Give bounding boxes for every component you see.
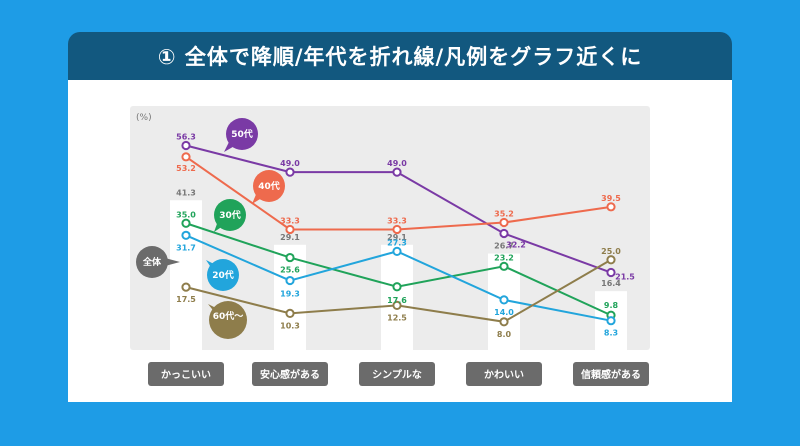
series-3-point-4 [606,316,616,326]
series-2-value-label-4: 9.8 [604,301,619,310]
bar-label-group: 41.3 29.1 29.1 26.7 16.4 [176,188,621,288]
series-4-value-label-0: 17.5 [176,295,196,304]
callout-bubble-2 [214,199,246,231]
series-4-value-label-2: 12.5 [387,313,407,322]
legend-label-1: 40代 [258,180,280,192]
x-tick-box-1 [252,362,328,386]
series-3-value-label-4: 8.3 [604,329,618,338]
series-4-value-label-3: 8.0 [497,330,512,339]
series-0-point-3 [499,228,509,239]
callout-bubble-5 [136,246,168,278]
series-1-value-label-1: 33.3 [280,216,300,225]
bar-2 [381,244,413,350]
series-2-value-label-2: 17.6 [387,296,407,305]
legend-callout-group: 50代 40代 30代 20代 60代～ 全体 [136,118,285,339]
series-3-value-label-2: 27.3 [387,238,407,247]
series-2-value-label-3: 23.2 [494,253,514,262]
series-4-point-3 [499,317,509,327]
chart-svg: (%) 41.3 29.1 29.1 26.7 16.4 56.3 49.0 49.0 32.… [130,106,650,386]
legend-label-2: 30代 [219,209,241,221]
series-4-value-label-1: 10.3 [280,321,300,330]
series-1-point-2 [392,224,402,235]
series-2-point-1 [285,252,295,263]
legend-label-5: 全体 [142,256,162,268]
point-label-group: 56.3 49.0 49.0 32.2 21.5 53.2 33.3 33.3 35.2 39.5… [176,133,635,339]
bar-value-label-0: 41.3 [176,188,196,197]
legend-label-0: 50代 [231,128,253,140]
callout-bubble-1 [253,170,285,202]
bar-1 [274,244,306,350]
series-2-point-3 [499,261,509,271]
y-unit-label: (%) [136,113,152,123]
series-0-point-4 [606,267,616,278]
legend-label-3: 20代 [212,269,234,281]
series-3-point-3 [499,295,509,305]
x-tick-label-4: 信頼感がある [581,368,641,381]
x-tick-group: かっこいい 安心感がある シンプルな かわいい 信頼感がある [148,362,649,386]
series-4-value-label-4: 25.0 [601,247,621,256]
chart-title: ① 全体で降順/年代を折れ線/凡例をグラフ近くに [157,45,643,69]
chart-panel: (%) 41.3 29.1 29.1 26.7 16.4 56.3 49.0 49.0 32.… [68,80,732,402]
series-4-point-0 [181,282,191,292]
series-0-value-label-2: 49.0 [387,159,407,168]
series-0-value-label-4: 21.5 [615,273,635,282]
callout-tail-5 [165,258,180,266]
series-1-value-label-0: 53.2 [176,164,196,173]
series-0-point-0 [181,140,191,151]
series-0-point-1 [285,167,295,177]
series-4-point-1 [285,308,295,319]
series-3-value-label-3: 14.0 [494,308,514,317]
bar-value-label-4: 16.4 [601,279,621,288]
x-tick-label-3: かわいい [484,369,524,381]
series-3-point-2 [392,246,402,256]
series-3-value-label-1: 19.3 [280,290,300,299]
bar-value-label-1: 29.1 [280,233,300,242]
x-tick-label-2: シンプルな [372,368,422,381]
series-0-value-label-0: 56.3 [176,133,196,142]
point-group [181,140,616,327]
series-3-value-label-0: 31.7 [176,243,196,252]
callout-bubble-4 [209,301,247,339]
callout-bubble-0 [226,118,258,150]
bar-group [170,200,627,350]
series-1-point-0 [181,152,191,162]
series-0-point-2 [392,167,402,177]
series-4-point-2 [392,300,402,310]
x-tick-box-0 [148,362,224,386]
series-1-value-label-2: 33.3 [387,216,407,225]
series-2-value-label-1: 25.6 [280,266,300,275]
series-1-point-3 [499,217,509,228]
bar-value-label-3: 26.7 [494,242,514,251]
series-2-point-0 [181,218,191,228]
x-tick-box-4 [573,362,649,386]
legend-label-4: 60代～ [213,310,244,322]
series-1-value-label-3: 35.2 [494,210,514,219]
x-tick-box-3 [466,362,542,386]
x-tick-label-1: 安心感がある [260,368,320,381]
series-2-point-2 [392,282,402,292]
series-0-value-label-3: 32.2 [506,240,526,249]
series-3-point-0 [181,230,191,240]
series-0-value-label-1: 49.0 [280,159,300,168]
series-1-point-1 [285,224,295,235]
title-banner: ① 全体で降順/年代を折れ線/凡例をグラフ近くに [68,32,732,80]
bar-value-label-2: 29.1 [387,233,407,242]
series-2-value-label-0: 35.0 [176,210,196,219]
x-tick-box-2 [359,362,435,386]
series-1-value-label-4: 39.5 [601,194,621,203]
callout-bubble-3 [207,259,239,291]
series-3-point-1 [285,275,295,286]
series-1-point-4 [606,202,616,212]
x-tick-label-0: かっこいい [161,369,211,381]
series-4-point-4 [606,255,616,265]
